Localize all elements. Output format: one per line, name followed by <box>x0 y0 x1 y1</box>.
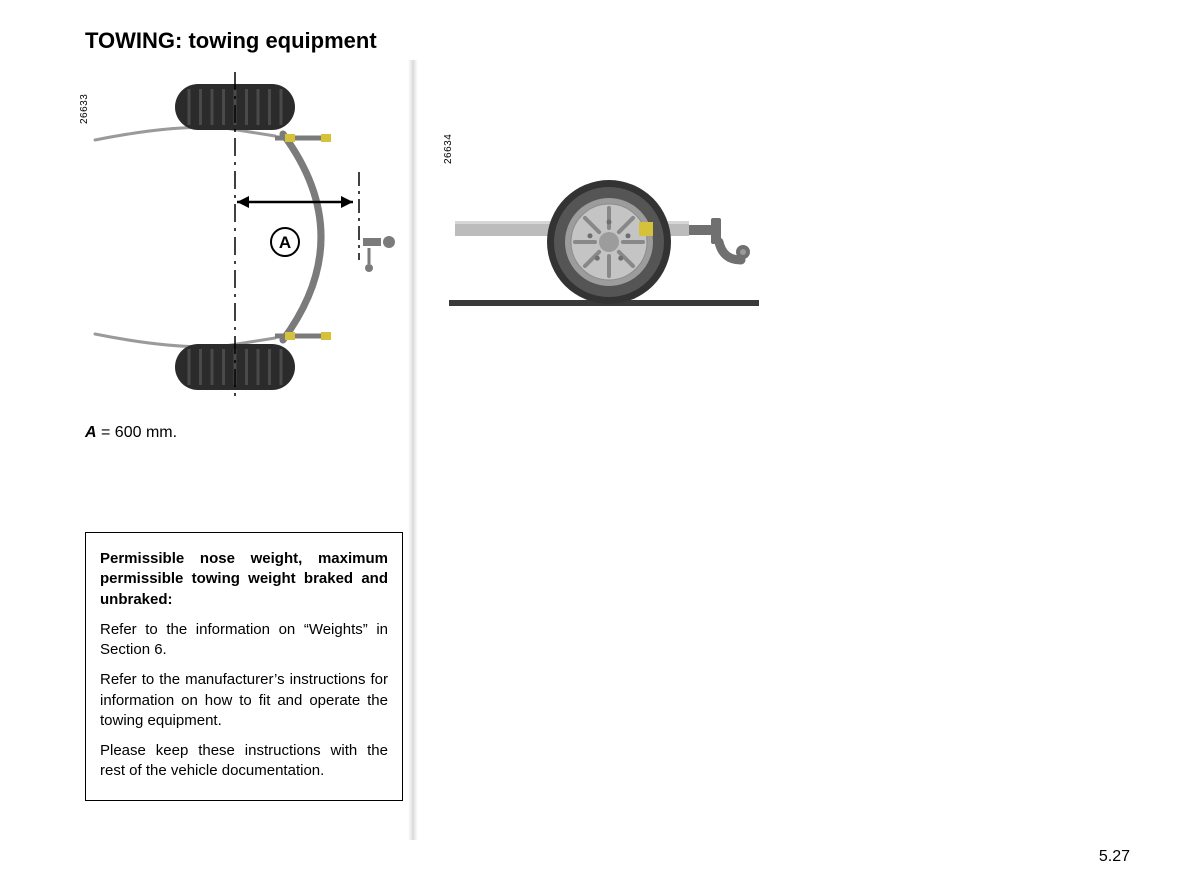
info-paragraph-2: Refer to the manufacturer’s instruc­tion… <box>100 670 388 731</box>
middle-column: 26634 <box>449 72 809 801</box>
left-column: 26633 A A = 600 mm. Permissible nose wei… <box>85 72 425 801</box>
figure1-svg: A <box>85 72 403 402</box>
figure1-caption: A = 600 mm. <box>85 424 425 442</box>
svg-text:A: A <box>279 233 291 252</box>
info-box: Permissible nose weight, maxi­mum permis… <box>85 532 403 801</box>
info-heading: Permissible nose weight, maxi­mum permis… <box>100 549 388 610</box>
figure2-id-label: 26634 <box>443 134 454 164</box>
figure-side-view: 26634 <box>449 112 789 452</box>
caption-value: = 600 mm. <box>97 424 177 441</box>
page-number: 5.27 <box>1099 848 1130 866</box>
caption-variable: A <box>85 424 97 441</box>
figure-top-view: 26633 A <box>85 72 403 412</box>
figure2-svg <box>449 112 789 332</box>
info-paragraph-1: Refer to the information on “Weights” in… <box>100 620 388 661</box>
info-paragraph-3: Please keep these instructions with the … <box>100 741 388 782</box>
content-area: 26633 A A = 600 mm. Permissible nose wei… <box>85 72 1130 801</box>
figure1-id-label: 26633 <box>79 94 90 124</box>
page-title: TOWING: towing equipment <box>85 28 1130 54</box>
